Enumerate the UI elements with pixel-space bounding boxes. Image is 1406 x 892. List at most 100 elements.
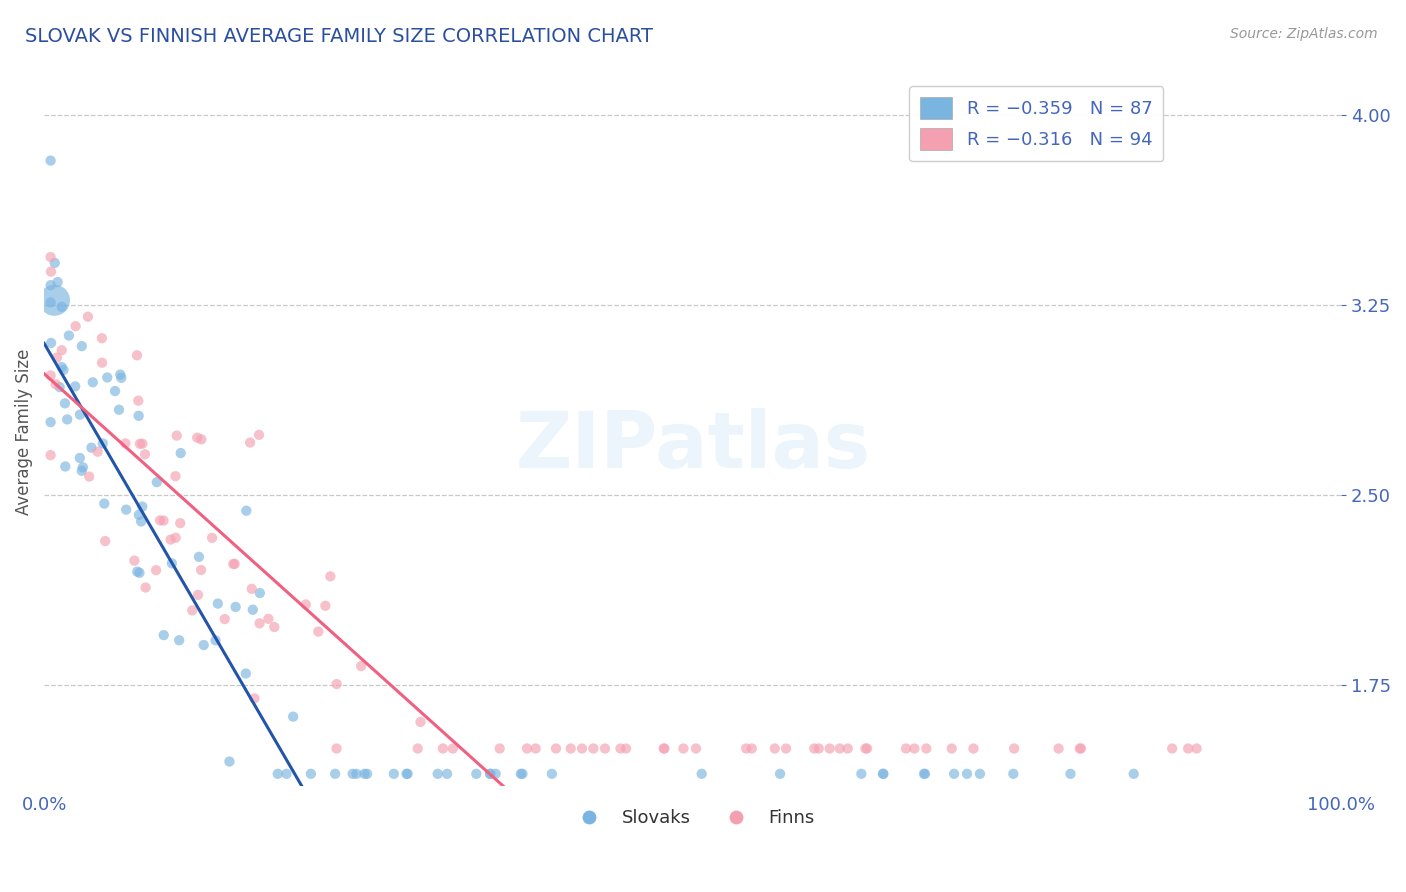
Point <box>441 741 464 756</box>
Point <box>90 331 112 345</box>
Point <box>307 624 329 639</box>
Point <box>807 741 830 756</box>
Point <box>65 319 87 334</box>
Point <box>240 582 263 596</box>
Point <box>225 599 247 614</box>
Point <box>803 741 825 756</box>
Point <box>70 464 93 478</box>
Point <box>193 638 215 652</box>
Point <box>943 767 966 781</box>
Point <box>837 741 859 756</box>
Point <box>63 379 86 393</box>
Point <box>160 557 183 571</box>
Point <box>582 741 605 756</box>
Point <box>127 565 149 579</box>
Point <box>263 620 285 634</box>
Point <box>267 767 290 781</box>
Point <box>516 741 538 756</box>
Point <box>93 497 115 511</box>
Point <box>249 616 271 631</box>
Point <box>114 436 136 450</box>
Point <box>51 359 73 374</box>
Point <box>110 368 132 382</box>
Point <box>914 767 936 781</box>
Point <box>903 741 925 756</box>
Point <box>187 549 209 564</box>
Point <box>593 741 616 756</box>
Point <box>69 450 91 465</box>
Point <box>167 633 190 648</box>
Point <box>356 767 378 781</box>
Point <box>769 767 792 781</box>
Point <box>69 408 91 422</box>
Point <box>239 435 262 450</box>
Point <box>325 741 347 756</box>
Point <box>39 415 62 429</box>
Point <box>818 741 841 756</box>
Point <box>152 514 174 528</box>
Point <box>956 767 979 781</box>
Point <box>395 767 418 781</box>
Point <box>353 767 375 781</box>
Point <box>488 741 510 756</box>
Point <box>524 741 547 756</box>
Legend: Slovaks, Finns: Slovaks, Finns <box>564 802 821 834</box>
Point <box>51 300 73 314</box>
Point <box>685 741 707 756</box>
Point <box>39 153 62 168</box>
Point <box>485 767 508 781</box>
Point <box>436 767 458 781</box>
Point <box>235 666 257 681</box>
Point <box>690 767 713 781</box>
Point <box>872 767 894 781</box>
Point <box>319 569 342 583</box>
Point <box>129 437 152 451</box>
Point <box>1177 741 1199 756</box>
Point <box>149 513 172 527</box>
Point <box>654 741 676 756</box>
Point <box>127 393 149 408</box>
Point <box>1070 741 1092 756</box>
Point <box>1002 767 1025 781</box>
Point <box>58 328 80 343</box>
Point <box>247 427 270 442</box>
Text: ZIPatlas: ZIPatlas <box>515 409 870 484</box>
Point <box>115 502 138 516</box>
Point <box>190 433 212 447</box>
Point <box>80 441 103 455</box>
Point <box>39 265 62 279</box>
Point <box>77 310 100 324</box>
Point <box>465 767 488 781</box>
Point <box>735 741 758 756</box>
Point <box>323 767 346 781</box>
Point <box>426 767 449 781</box>
Point <box>104 384 127 398</box>
Point <box>962 741 984 756</box>
Point <box>1059 767 1081 781</box>
Point <box>134 447 156 461</box>
Point <box>131 436 153 450</box>
Point <box>165 531 187 545</box>
Point <box>276 767 298 781</box>
Point <box>396 767 419 781</box>
Point <box>1002 741 1025 756</box>
Point <box>86 444 108 458</box>
Point <box>851 767 873 781</box>
Point <box>325 677 347 691</box>
Point <box>51 343 73 358</box>
Point <box>1047 741 1070 756</box>
Point <box>39 250 62 264</box>
Point <box>249 586 271 600</box>
Point <box>479 767 502 781</box>
Point <box>672 741 695 756</box>
Point <box>763 741 786 756</box>
Point <box>45 351 67 365</box>
Point <box>218 755 240 769</box>
Text: Source: ZipAtlas.com: Source: ZipAtlas.com <box>1230 27 1378 41</box>
Point <box>242 603 264 617</box>
Point <box>190 563 212 577</box>
Point <box>224 557 246 571</box>
Point <box>1122 767 1144 781</box>
Point <box>432 741 454 756</box>
Point <box>894 741 917 756</box>
